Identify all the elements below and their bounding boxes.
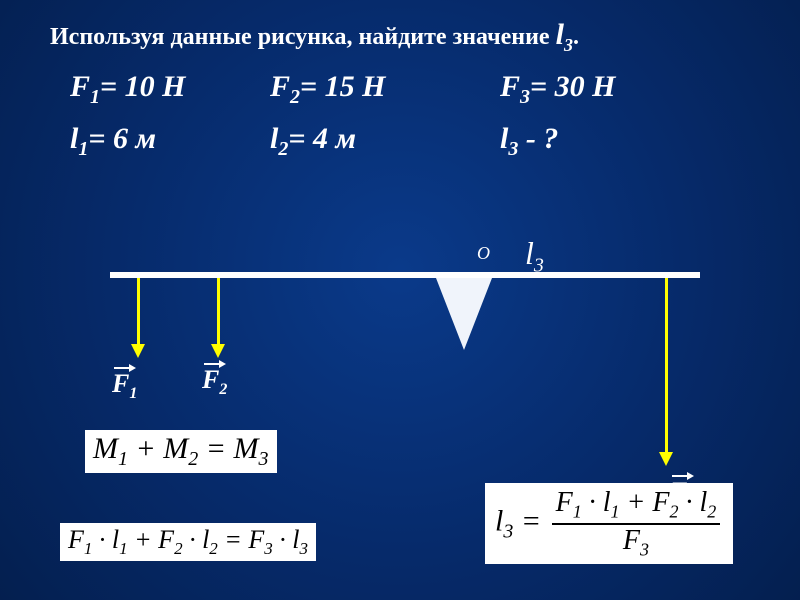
force-label-F1: F1 — [112, 369, 137, 403]
physics-slide: Используя данные рисунка, найдите значен… — [0, 0, 800, 600]
l3-arm-label: l3 — [525, 235, 544, 277]
numerator: F1 · l1 + F2 · l2 — [552, 487, 721, 525]
arrow-head-icon — [131, 344, 145, 358]
vector-arrow-icon — [672, 471, 694, 481]
denominator: F3 — [552, 525, 721, 561]
lever-bar — [110, 272, 700, 278]
lever-diagram: О l3 F1 — [110, 275, 700, 276]
formula-l3-solution: l3 = F1 · l1 + F2 · l2 F3 — [485, 483, 733, 564]
given-F3: F3= 30 Н — [500, 70, 615, 109]
title-text: Используя данные рисунка, найдите значен… — [50, 24, 556, 50]
given-l1: l1= 6 м — [70, 122, 156, 161]
force-label-F2: F2 — [202, 365, 227, 399]
arrow-shaft — [217, 278, 220, 344]
fraction: F1 · l1 + F2 · l2 F3 — [552, 487, 721, 560]
formula-moments-sum: M1 + M2 = M3 — [85, 430, 277, 473]
slide-title: Используя данные рисунка, найдите значен… — [50, 18, 579, 56]
arrow-head-icon — [211, 344, 225, 358]
title-var: l3 — [556, 18, 573, 51]
pivot-label: О — [477, 243, 490, 264]
vector-arrow-icon — [114, 363, 136, 373]
arrow-shaft — [665, 278, 668, 452]
given-l3: l3 - ? — [500, 122, 558, 161]
given-F2: F2= 15 Н — [270, 70, 385, 109]
formula-moments-expanded: F1 · l1 + F2 · l2 = F3 · l3 — [60, 523, 316, 561]
arrow-head-icon — [659, 452, 673, 466]
arrow-shaft — [137, 278, 140, 344]
title-after: . — [573, 24, 579, 50]
given-F1: F1= 10 Н — [70, 70, 185, 109]
given-l2: l2= 4 м — [270, 122, 356, 161]
fulcrum-icon — [436, 278, 492, 350]
vector-arrow-icon — [204, 359, 226, 369]
